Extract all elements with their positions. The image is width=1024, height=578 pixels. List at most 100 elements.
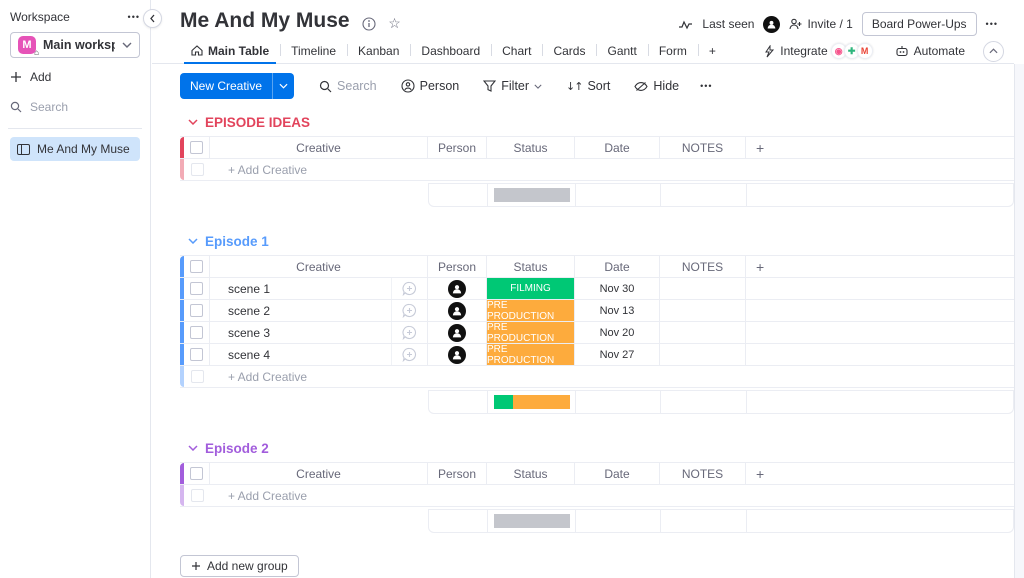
new-item-button[interactable]: New Creative <box>180 73 295 99</box>
status-battery[interactable] <box>493 514 570 528</box>
info-icon[interactable] <box>362 17 376 31</box>
add-creative-button[interactable]: + Add Creative <box>228 488 308 503</box>
person-cell[interactable] <box>428 278 487 299</box>
item-name[interactable]: scene 1 <box>228 281 271 296</box>
person-cell[interactable] <box>428 322 487 343</box>
notes-cell[interactable] <box>660 322 746 343</box>
person-cell[interactable] <box>428 300 487 321</box>
sidebar-item-board[interactable]: Me And My Muse <box>10 137 140 161</box>
row-checkbox[interactable] <box>190 348 203 361</box>
date-cell[interactable]: Nov 27 <box>575 344 660 365</box>
open-updates-icon[interactable] <box>391 322 427 343</box>
last-seen-avatar[interactable] <box>763 15 781 33</box>
open-updates-icon[interactable] <box>391 344 427 365</box>
add-column-button[interactable]: + <box>756 139 765 156</box>
column-header-date[interactable]: Date <box>575 463 660 484</box>
sidebar-search[interactable]: Search <box>10 96 140 118</box>
column-header-person[interactable]: Person <box>428 137 487 158</box>
workspace-selector[interactable]: M ⌂ Main workspace <box>10 32 140 58</box>
hide-button[interactable]: Hide <box>625 73 688 99</box>
status-cell[interactable]: PRE PRODUCTION <box>487 300 575 322</box>
tab-gantt[interactable]: Gantt <box>596 38 647 63</box>
group-color-bar <box>180 344 184 365</box>
add-creative-button[interactable]: + Add Creative <box>228 369 308 384</box>
automate-button[interactable]: Automate <box>895 44 965 58</box>
activity-icon[interactable] <box>678 19 693 30</box>
date-cell[interactable]: Nov 30 <box>575 278 660 299</box>
column-header-date[interactable]: Date <box>575 137 660 158</box>
collapse-header-button[interactable] <box>983 40 1004 62</box>
group-summary-row-episode-ideas <box>428 184 1014 207</box>
column-header-status[interactable]: Status <box>487 256 575 277</box>
open-updates-icon[interactable] <box>391 278 427 299</box>
tab-kanban[interactable]: Kanban <box>347 38 410 63</box>
board-power-ups-button[interactable]: Board Power-Ups <box>861 12 977 36</box>
select-all-checkbox[interactable] <box>190 141 203 154</box>
filter-button[interactable]: Filter <box>474 73 551 99</box>
open-updates-icon[interactable] <box>391 300 427 321</box>
add-new-group-button[interactable]: Add new group <box>180 555 299 577</box>
tab-cards[interactable]: Cards <box>542 38 596 63</box>
tab-dashboard[interactable]: Dashboard <box>410 38 491 63</box>
board-title[interactable]: Me And My Muse <box>180 9 350 32</box>
status-cell[interactable]: PRE PRODUCTION <box>487 344 575 366</box>
tab-chart[interactable]: Chart <box>491 38 542 63</box>
add-item-row: + Add Creative <box>180 366 1014 388</box>
column-header-notes[interactable]: NOTES <box>660 463 746 484</box>
person-filter-button[interactable]: Person <box>392 73 469 99</box>
notes-cell[interactable] <box>660 278 746 299</box>
row-checkbox[interactable] <box>190 282 203 295</box>
tab-form[interactable]: Form <box>647 38 698 63</box>
status-battery[interactable] <box>493 395 570 409</box>
column-header-status[interactable]: Status <box>487 137 575 158</box>
group-title-episode-ideas[interactable]: EPISODE IDEAS <box>188 112 1014 132</box>
column-header-creative[interactable]: Creative <box>210 463 428 484</box>
date-cell[interactable]: Nov 13 <box>575 300 660 321</box>
workspace-menu-dots-icon[interactable]: ••• <box>127 12 140 22</box>
add-creative-button[interactable]: + Add Creative <box>228 162 308 177</box>
status-battery[interactable] <box>493 188 570 202</box>
sidebar-collapse-button[interactable] <box>143 9 162 28</box>
column-header-person[interactable]: Person <box>428 256 487 277</box>
tab-main-table[interactable]: Main Table <box>180 38 280 64</box>
status-cell[interactable]: FILMING <box>487 278 575 299</box>
column-header-creative[interactable]: Creative <box>210 137 428 158</box>
chevron-down-icon <box>279 83 288 89</box>
column-header-date[interactable]: Date <box>575 256 660 277</box>
column-header-person[interactable]: Person <box>428 463 487 484</box>
board-menu-dots-icon[interactable]: ••• <box>985 19 998 29</box>
status-cell[interactable]: PRE PRODUCTION <box>487 322 575 344</box>
notes-cell[interactable] <box>660 300 746 321</box>
group-title-episode-1[interactable]: Episode 1 <box>188 231 1014 251</box>
item-name[interactable]: scene 4 <box>228 347 271 362</box>
column-header-notes[interactable]: NOTES <box>660 256 746 277</box>
select-all-checkbox[interactable] <box>190 260 203 273</box>
tab-timeline[interactable]: Timeline <box>280 38 347 63</box>
integrate-button[interactable]: Integrate <box>762 44 828 58</box>
add-column-button[interactable]: + <box>756 465 765 482</box>
scrollbar-track[interactable] <box>1014 64 1024 578</box>
invite-button[interactable]: Invite / 1 <box>789 17 853 31</box>
table-row: scene 2 PRE PRODUCTION Nov 13 <box>180 300 1014 322</box>
row-checkbox[interactable] <box>190 326 203 339</box>
date-cell[interactable]: Nov 20 <box>575 322 660 343</box>
integration-badges[interactable]: ◉ ✚ M <box>830 43 873 59</box>
add-view-tab[interactable]: + <box>697 38 727 63</box>
select-all-checkbox[interactable] <box>190 467 203 480</box>
column-header-notes[interactable]: NOTES <box>660 137 746 158</box>
notes-cell[interactable] <box>660 344 746 365</box>
column-header-status[interactable]: Status <box>487 463 575 484</box>
row-checkbox[interactable] <box>190 304 203 317</box>
add-column-button[interactable]: + <box>756 258 765 275</box>
new-item-dropdown[interactable] <box>272 73 294 99</box>
favorite-star-icon[interactable]: ☆ <box>388 15 401 32</box>
person-cell[interactable] <box>428 344 487 365</box>
group-title-episode-2[interactable]: Episode 2 <box>188 438 1014 458</box>
search-button[interactable]: Search <box>310 73 386 99</box>
item-name[interactable]: scene 3 <box>228 325 271 340</box>
item-name[interactable]: scene 2 <box>228 303 271 318</box>
column-header-creative[interactable]: Creative <box>210 256 428 277</box>
sidebar-add-button[interactable]: Add <box>10 66 140 88</box>
sort-button[interactable]: ↓↑ Sort <box>566 79 611 93</box>
toolbar-menu-dots-icon[interactable]: ••• <box>700 81 713 91</box>
